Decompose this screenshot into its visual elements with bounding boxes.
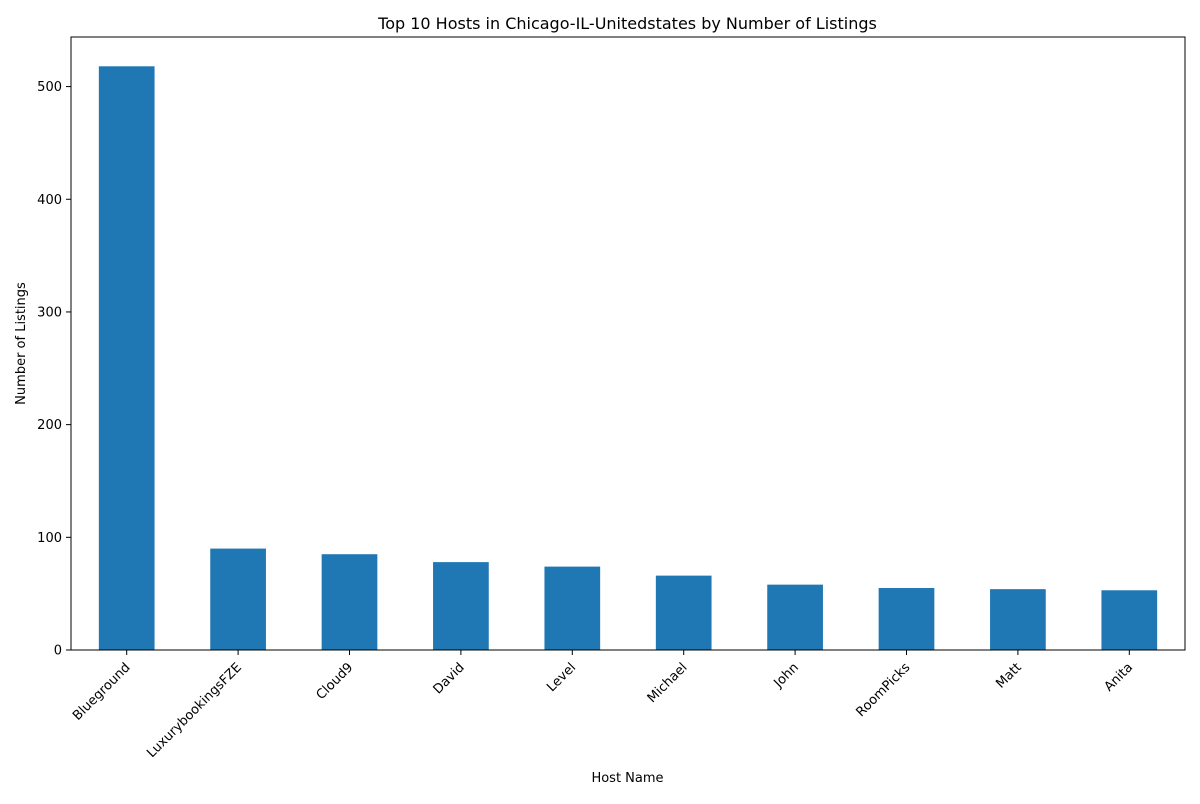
bar-cloud9	[321, 554, 378, 650]
y-axis-label: Number of Listings	[14, 282, 29, 405]
x-tick-label: Cloud9	[314, 660, 357, 703]
bar-matt	[990, 589, 1046, 650]
x-axis: Blueground LuxurybookingsFZE Cloud9 David Le…	[70, 650, 1136, 761]
x-tick-label: David	[431, 660, 468, 697]
x-tick-label: Level	[544, 660, 579, 695]
y-tick-label: 200	[37, 418, 62, 433]
x-axis-label: Host Name	[591, 771, 663, 786]
y-tick-label: 100	[37, 531, 62, 546]
x-tick-label: RoomPicks	[853, 660, 913, 720]
y-tick-label: 300	[37, 305, 62, 320]
bar-luxurybookingsfze	[210, 548, 266, 650]
bar-michael	[655, 575, 712, 650]
bar-level	[544, 566, 601, 650]
y-tick-label: 400	[37, 193, 62, 208]
x-tick-label: Michael	[645, 660, 691, 706]
bar-anita	[1101, 590, 1158, 650]
bar-roompicks	[878, 588, 935, 650]
bar-john	[767, 584, 823, 650]
bar-blueground	[98, 66, 155, 651]
y-tick-label: 500	[37, 80, 62, 95]
x-tick-label: LuxurybookingsFZE	[144, 660, 245, 761]
x-tick-label: Blueground	[70, 660, 133, 723]
chart-title: Top 10 Hosts in Chicago-IL-Unitedstates …	[377, 14, 877, 33]
x-tick-label: John	[771, 660, 802, 691]
plot-frame	[70, 36, 1186, 651]
x-tick-label: Anita	[1102, 660, 1137, 695]
y-axis: 0 100 200 300 400 500	[37, 80, 71, 659]
bar-david	[433, 562, 489, 650]
x-tick-label: Matt	[993, 660, 1024, 691]
bars-group	[98, 66, 1158, 651]
y-tick-label: 0	[54, 644, 62, 659]
